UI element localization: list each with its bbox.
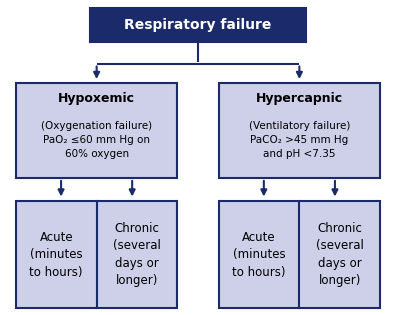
Text: Chronic
(several
days or
longer): Chronic (several days or longer) [316, 222, 364, 287]
Text: Acute
(minutes
to hours): Acute (minutes to hours) [232, 231, 286, 278]
Bar [219, 83, 380, 178]
Text: Hypoxemic: Hypoxemic [58, 92, 135, 105]
Text: (Oxygenation failure)
PaO₂ ≤60 mm Hg on
60% oxygen: (Oxygenation failure) PaO₂ ≤60 mm Hg on … [41, 121, 152, 159]
Text: Acute
(minutes
to hours): Acute (minutes to hours) [29, 231, 83, 278]
Text: Chronic
(several
days or
longer): Chronic (several days or longer) [113, 222, 161, 287]
Bar [16, 201, 177, 308]
Text: Hypercapnic: Hypercapnic [256, 92, 343, 105]
Bar [90, 8, 306, 42]
Text: Respiratory failure: Respiratory failure [124, 18, 272, 32]
Text: (Ventilatory failure)
PaCO₂ >45 mm Hg
and pH <7.35: (Ventilatory failure) PaCO₂ >45 mm Hg an… [249, 121, 350, 159]
Bar [16, 83, 177, 178]
Bar [219, 201, 380, 308]
